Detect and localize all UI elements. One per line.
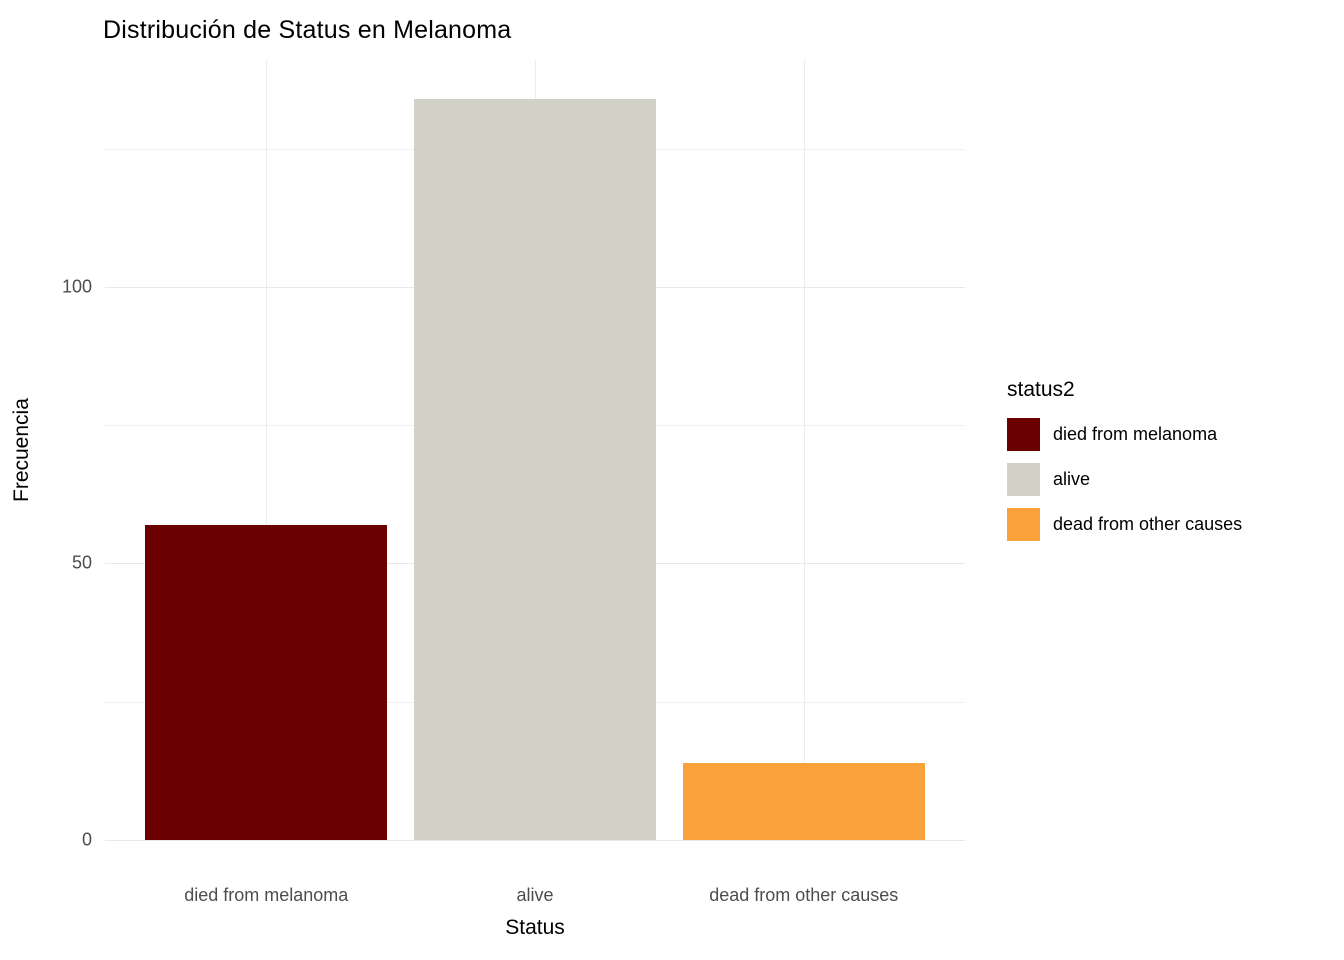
- legend-key-label: alive: [1053, 469, 1091, 489]
- legend: status2 died from melanoma alive dead from…: [1007, 378, 1242, 553]
- y-axis-title: Frecuencia: [10, 398, 33, 502]
- legend-title: status2: [1007, 378, 1075, 401]
- legend-entry: dead from other causes: [1007, 508, 1242, 541]
- x-tick-label: dead from other causes: [709, 885, 899, 905]
- vertical-gridline: [266, 60, 268, 840]
- y-tick-label: 50: [71, 552, 92, 573]
- vertical-gridline: [803, 60, 805, 840]
- legend-key-label: died from melanoma: [1053, 424, 1218, 444]
- x-axis-title: Status: [505, 916, 565, 939]
- legend-key-label: dead from other causes: [1053, 514, 1243, 534]
- major-gridline: [105, 840, 965, 841]
- legend-key-swatch: [1007, 418, 1040, 451]
- bar: [414, 98, 656, 840]
- plot-panel: [105, 60, 965, 841]
- legend-entry: alive: [1007, 463, 1242, 496]
- legend-entry: died from melanoma: [1007, 418, 1242, 451]
- legend-key-swatch: [1007, 508, 1040, 541]
- bar: [682, 762, 925, 840]
- x-tick-label: alive: [516, 885, 554, 905]
- bar: [145, 524, 388, 840]
- x-tick-label: died from melanoma: [184, 885, 349, 905]
- chart-title: Distribución de Status en Melanoma: [103, 16, 512, 44]
- y-tick-label: 0: [81, 829, 92, 850]
- y-tick-label: 100: [61, 276, 92, 297]
- legend-key-swatch: [1007, 463, 1040, 496]
- legend-entries: died from melanoma alive dead from other c…: [1007, 418, 1242, 541]
